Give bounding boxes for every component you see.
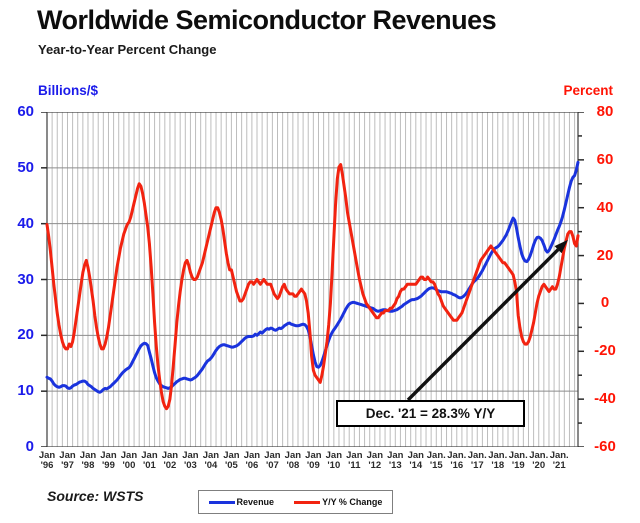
left-tick-label: 0 [25, 438, 34, 455]
x-tick-label: Jan '98 [79, 450, 97, 471]
legend-item-yy-change: Y/Y % Change [294, 497, 382, 507]
x-tick-label: Jan '02 [161, 450, 179, 471]
x-tick-label: Jan. '15 [426, 450, 446, 471]
right-tick-label: -40 [594, 390, 616, 408]
x-tick-label: Jan '99 [100, 450, 117, 471]
x-tick-label: Jan '07 [264, 450, 281, 471]
x-tick-label: Jan. '18 [488, 450, 508, 471]
x-tick-label: Jan. '21 [549, 450, 569, 471]
x-tick-label: Jan '01 [141, 450, 158, 471]
x-tick-label: Jan '04 [202, 450, 220, 471]
left-axis-title: Billions/$ [38, 83, 99, 98]
x-tick-label: Jan '11 [346, 450, 363, 471]
plot-area [41, 112, 584, 447]
x-axis-tick-labels: Jan '96 Jan '97 Jan '98 Jan '99 Jan '00 Jan '01 Jan '… [39, 450, 587, 475]
x-tick-label: Jan '05 [223, 450, 240, 471]
left-tick-label: 60 [17, 103, 34, 120]
right-tick-label: 60 [596, 150, 614, 168]
x-tick-label: Jan. '16 [447, 450, 467, 471]
legend: Revenue Y/Y % Change [198, 490, 393, 514]
x-tick-label: Jan '96 [38, 450, 56, 471]
left-tick-label: 20 [17, 326, 34, 344]
right-tick-label: -60 [594, 438, 616, 455]
x-tick-label: Jan '12 [366, 450, 383, 471]
series-line-y-y-change [45, 163, 580, 411]
legend-label-revenue: Revenue [236, 497, 275, 507]
left-tick-label: 40 [17, 214, 34, 232]
left-tick-label: 30 [17, 270, 34, 288]
page-title: Worldwide Semiconductor Revenues [37, 5, 497, 35]
arrowhead [554, 239, 568, 254]
x-tick-label: Jan '09 [305, 450, 322, 471]
yy-change-line-swatch [294, 500, 321, 504]
x-tick-label: Jan. '19 [508, 450, 528, 471]
x-tick-label: Jan '13 [387, 450, 404, 471]
legend-item-revenue: Revenue [208, 497, 275, 507]
annotation-callout: Dec. '21 = 28.3% Y/Y [336, 400, 525, 427]
x-tick-label: Jan. '20 [529, 450, 549, 471]
revenue-line-swatch [208, 500, 235, 504]
x-tick-label: Jan '08 [284, 450, 302, 471]
right-axis-tick-labels: 80 60 40 20 0 -20 -40 -60 [583, 103, 629, 455]
x-tick-label: Jan '06 [243, 450, 261, 471]
left-tick-label: 10 [17, 382, 34, 400]
x-tick-label: Jan '10 [325, 450, 343, 471]
source-note: Source: WSTS [47, 488, 144, 504]
x-tick-label: Jan '97 [59, 450, 76, 471]
legend-label-yy-change: Y/Y % Change [322, 497, 383, 507]
right-tick-label: 40 [596, 198, 614, 216]
x-tick-label: Jan '14 [407, 450, 424, 471]
right-tick-label: 80 [596, 103, 614, 120]
x-tick-label: Jan '00 [120, 450, 138, 471]
page-subtitle: Year-to-Year Percent Change [38, 42, 217, 57]
right-axis-title: Percent [563, 83, 613, 98]
x-tick-label: Jan. '17 [467, 450, 487, 471]
right-tick-label: -20 [594, 342, 616, 360]
right-tick-label: 0 [600, 294, 610, 312]
left-tick-label: 50 [17, 158, 34, 176]
right-tick-label: 20 [596, 246, 614, 264]
left-axis-tick-labels: 60 50 40 30 20 10 0 [0, 103, 39, 455]
annotation-text: Dec. '21 = 28.3% Y/Y [365, 406, 496, 421]
x-tick-label: Jan '03 [182, 450, 199, 471]
